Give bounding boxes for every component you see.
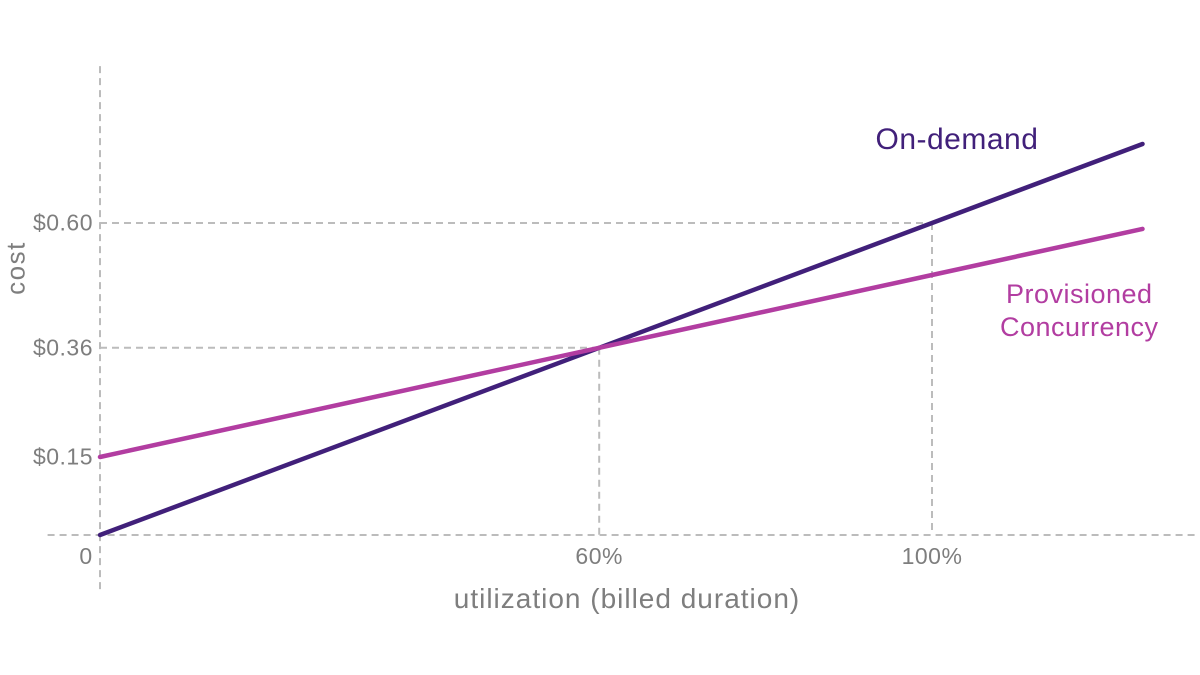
y-tick-label-0-15: $0.15 <box>32 443 93 470</box>
axes-group <box>47 65 1195 590</box>
series-group <box>97 141 1145 538</box>
x-tick-label-100: 100% <box>901 543 963 569</box>
x-tick-label-0: 0 <box>79 543 93 569</box>
x-axis-title: utilization (billed duration) <box>453 583 801 614</box>
series-label-provisioned-concurrency: Provisioned Concurrency <box>999 279 1159 343</box>
y-axis-title: cost <box>0 241 31 295</box>
series-line-provisioned-concurrency <box>97 226 1145 460</box>
series-label-on-demand: On-demand <box>875 122 1039 156</box>
series-line-on-demand <box>97 141 1145 538</box>
y-tick-label-0-36: $0.36 <box>32 334 93 361</box>
x-tick-label-60: 60% <box>575 543 623 569</box>
y-tick-label-0-60: $0.60 <box>32 209 93 236</box>
